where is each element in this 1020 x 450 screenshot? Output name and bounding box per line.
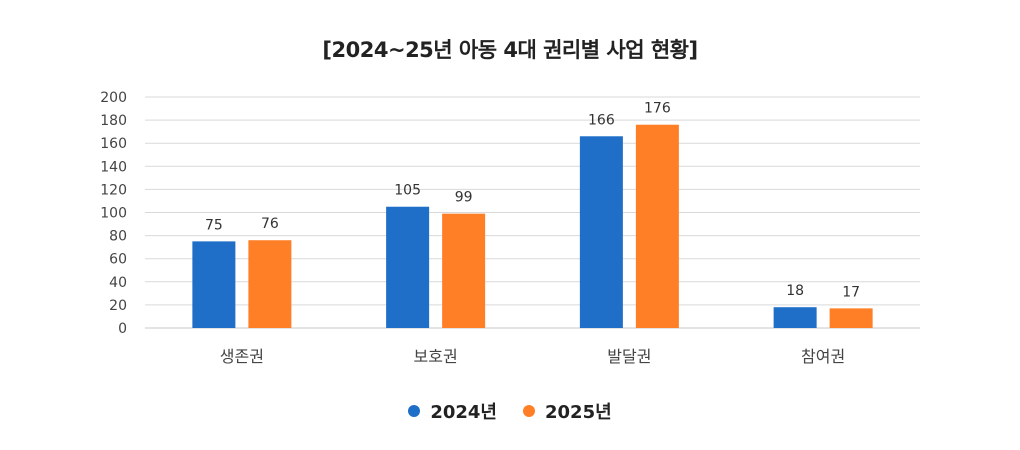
bar bbox=[635, 124, 679, 328]
bar bbox=[829, 308, 873, 328]
bar bbox=[579, 136, 623, 328]
x-tick-label: 보호권 bbox=[414, 347, 458, 366]
legend-label-2025: 2025년 bbox=[545, 402, 612, 423]
data-label: 166 bbox=[588, 112, 615, 128]
bar bbox=[386, 206, 430, 328]
y-tick-label: 200 bbox=[100, 90, 127, 106]
y-tick-label: 140 bbox=[100, 159, 127, 175]
bar bbox=[773, 307, 817, 328]
legend: 2024년 2025년 bbox=[0, 398, 1020, 424]
legend-label-2024: 2024년 bbox=[430, 402, 497, 423]
data-label: 76 bbox=[261, 216, 279, 232]
y-tick-label: 160 bbox=[100, 136, 127, 152]
legend-swatch-2024 bbox=[408, 405, 421, 417]
data-label: 17 bbox=[842, 284, 860, 300]
legend-swatch-2025 bbox=[523, 405, 535, 417]
y-tick-label: 80 bbox=[109, 229, 127, 245]
data-label: 18 bbox=[786, 283, 804, 299]
bar bbox=[442, 213, 486, 328]
y-tick-label: 120 bbox=[100, 182, 127, 198]
data-label: 99 bbox=[455, 190, 473, 206]
legend-item-2024: 2024년 bbox=[408, 398, 497, 424]
y-tick-label: 180 bbox=[100, 113, 127, 129]
bar bbox=[248, 240, 292, 328]
y-tick-label: 60 bbox=[109, 252, 127, 268]
data-label: 105 bbox=[394, 183, 421, 199]
y-tick-label: 100 bbox=[100, 206, 127, 222]
y-tick-label: 0 bbox=[118, 321, 127, 337]
x-tick-label: 생존권 bbox=[220, 347, 264, 366]
x-tick-label: 참여권 bbox=[801, 347, 845, 366]
chart-title: [2024~25년 아동 4대 권리별 사업 현황] bbox=[322, 38, 698, 62]
y-tick-label: 20 bbox=[109, 298, 127, 314]
legend-item-2025: 2025년 bbox=[523, 398, 612, 424]
y-tick-label: 40 bbox=[109, 275, 127, 291]
data-label: 75 bbox=[205, 217, 223, 233]
x-tick-label: 발달권 bbox=[607, 347, 651, 366]
bar bbox=[192, 241, 236, 328]
data-label: 176 bbox=[644, 101, 671, 117]
